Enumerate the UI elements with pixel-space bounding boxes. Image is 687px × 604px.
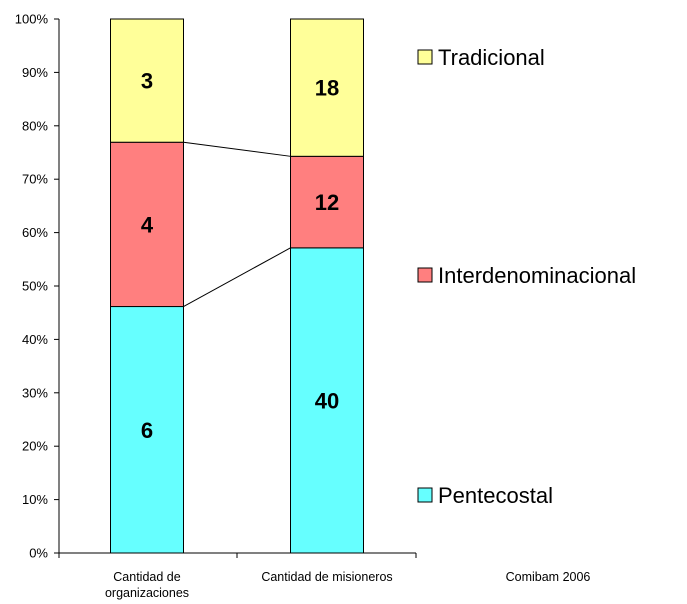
y-tick-label: 50%	[22, 279, 48, 294]
bar-segment	[110, 18, 184, 143]
category-label: Cantidad de organizaciones	[105, 570, 189, 600]
data-label: 6	[141, 418, 153, 443]
data-label: 40	[315, 388, 339, 413]
y-tick-label: 60%	[22, 225, 48, 240]
y-tick-label: 20%	[22, 439, 48, 454]
y-tick-label: 0%	[29, 546, 48, 561]
data-label: 18	[315, 76, 339, 101]
legend-swatch	[417, 49, 433, 65]
series-connector-lines	[183, 141, 291, 307]
legend-label: Tradicional	[438, 45, 545, 70]
series-line	[183, 141, 291, 157]
series-line	[183, 247, 291, 307]
category-label-line: Cantidad de	[113, 570, 180, 584]
bar-segment	[110, 141, 184, 308]
y-tick-label: 30%	[22, 385, 48, 400]
category-label: Cantidad de misioneros	[261, 570, 392, 584]
y-tick-label: 40%	[22, 332, 48, 347]
legend-swatch	[417, 487, 433, 503]
x-axis: Cantidad de organizaciones Cantidad de mis…	[58, 552, 417, 600]
y-tick-label: 100%	[15, 12, 49, 27]
y-tick-label: 10%	[22, 492, 48, 507]
y-tick-label: 70%	[22, 172, 48, 187]
legend-label: Pentecostal	[438, 483, 553, 508]
bar-segment	[290, 18, 364, 157]
bar-segment	[110, 306, 184, 554]
bar-segment	[290, 247, 364, 554]
legend-label: Interdenominacional	[438, 263, 636, 288]
legend-swatch	[417, 267, 433, 283]
data-label: 4	[141, 212, 154, 237]
data-label: 3	[141, 69, 153, 94]
source-annotation: Comibam 2006	[506, 570, 591, 584]
legend: Tradicional Interdenominacional Pentecosta…	[417, 45, 636, 508]
y-tick-label: 80%	[22, 118, 48, 133]
bar-segment	[290, 155, 364, 249]
category-label-line: organizaciones	[105, 586, 189, 600]
category-label-line: Cantidad de misioneros	[261, 570, 392, 584]
y-tick-label: 90%	[22, 65, 48, 80]
y-axis: 0% 10% 20% 30% 40% 50% 60% 70% 80% 90% 100%	[15, 12, 60, 561]
bars: 6 40 4 12 3 18	[110, 18, 364, 554]
data-label: 12	[315, 190, 339, 215]
